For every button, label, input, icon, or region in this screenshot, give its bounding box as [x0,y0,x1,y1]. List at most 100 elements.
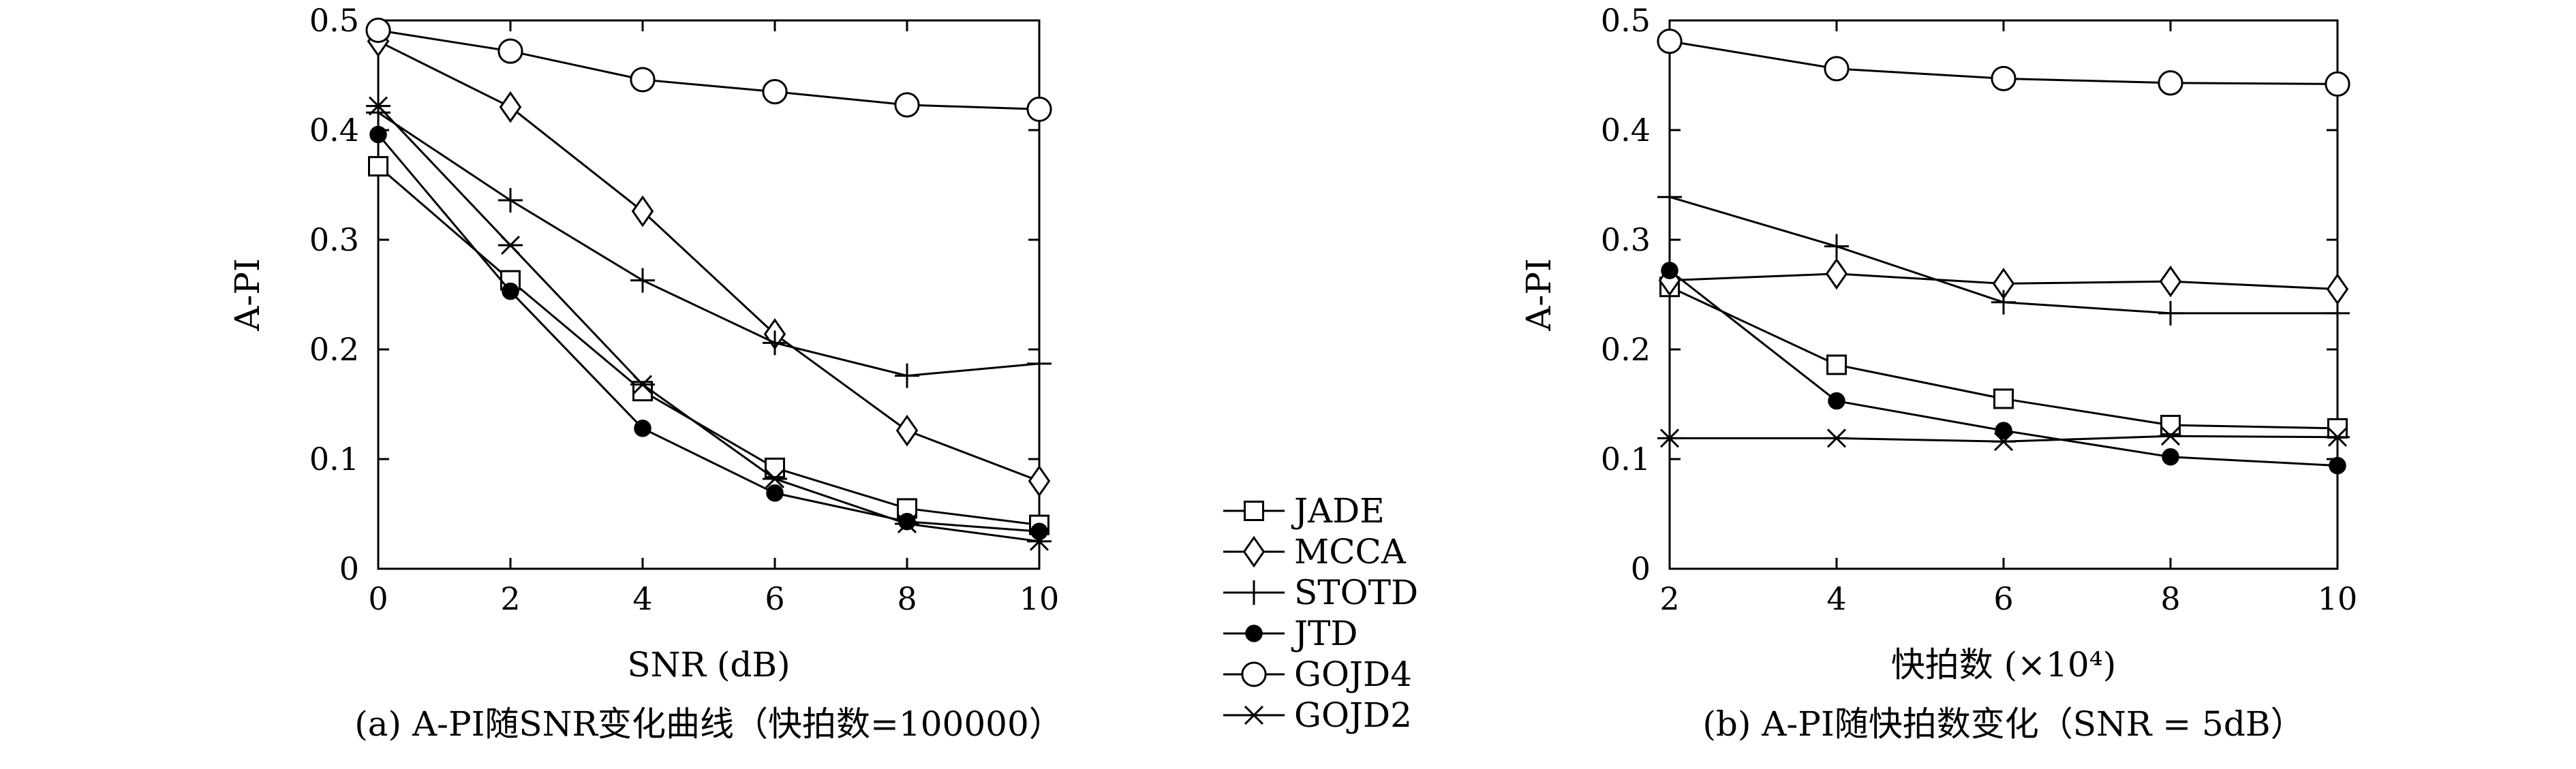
data-point [1657,28,1683,54]
x-tick-label: 8 [2160,580,2180,617]
x-tick-label: 8 [897,580,917,617]
data-point [365,17,391,44]
series-mcca [1658,257,2349,305]
data-point [1995,422,2012,439]
series-mcca [367,25,1051,497]
data-point [2158,300,2183,326]
data-point [1657,428,1682,448]
data-point [1991,289,2016,315]
series-gojd2 [1657,426,2350,452]
data-point [630,67,656,93]
data-point [502,282,519,300]
legend-entry: JADE [1223,491,1385,531]
series-line [377,105,1040,543]
legend-entry: STOTD [1223,573,1418,612]
x-tick-label: 10 [1019,580,1060,617]
data-point [2160,415,2181,436]
data-point [634,420,651,437]
x-tick-label: 2 [500,580,520,617]
data-point [1661,262,1678,279]
plot-frame [377,19,1041,570]
x-tick-label: 2 [1659,580,1679,617]
data-point [630,268,655,293]
legend-entry: JTD [1223,614,1358,653]
data-point [766,484,784,502]
data-point [366,100,390,125]
legend-marker [1242,705,1266,725]
data-point [1026,96,1052,123]
series-gojd4 [365,17,1052,123]
legend-label: JADE [1291,491,1385,531]
data-point [2327,418,2348,439]
data-point [499,91,522,123]
data-point [498,188,523,213]
series-gojd4 [1657,28,2350,97]
y-tick-label: 0.2 [309,331,359,368]
series-stotd [366,100,1052,388]
data-point [2325,427,2350,447]
data-point [1825,257,1848,290]
data-point [2158,426,2183,446]
data-point [895,363,919,388]
series-line [378,29,1040,110]
legend-marker [1241,661,1267,687]
legend-label: GOJD2 [1294,695,1412,735]
series-gojd2 [366,96,1052,551]
data-point [630,375,655,394]
x-tick-label: 4 [1826,580,1846,617]
x-axis-label: SNR (dB) [627,645,790,685]
x-tick-label: 4 [632,580,652,617]
x-tick-label: 6 [765,580,784,617]
data-point [497,38,523,64]
x-tick-label: 6 [1993,580,2013,617]
data-point [2325,300,2350,326]
legend-entry: GOJD4 [1223,655,1412,694]
legend-label: JTD [1291,614,1358,653]
chart-b: 2 4 6 8 10 0 0.1 0.2 0.3 0.4 0.5 快拍数 (×10⁴) A-PI (b) … [1519,2,2357,744]
data-point [894,92,920,118]
data-point [2162,448,2179,466]
y-tick-label: 0.4 [309,112,359,148]
y-tick-label: 0.2 [1601,331,1651,368]
legend-label: STOTD [1294,573,1418,612]
data-point [2159,265,2182,298]
data-point [763,330,787,356]
x-axis-label: 快拍数 (×10⁴) [1891,645,2116,685]
data-point [1824,428,1849,448]
data-point [1991,432,2016,452]
data-point [369,125,387,144]
data-point [1828,392,1845,410]
data-point [1993,388,2014,409]
legend-marker [1245,625,1263,642]
data-point [895,514,919,534]
y-tick-label: 0.5 [1601,2,1651,39]
y-tick-label: 0.1 [309,441,359,477]
y-tick-label: 0.4 [1601,112,1651,148]
data-point [2158,70,2183,96]
legend-marker [1244,501,1264,521]
data-point [1826,354,1847,375]
series-stotd [1657,185,2350,326]
chart-caption: (a) A-PI随SNR变化曲线（快拍数=100000） [354,704,1063,744]
data-point [2325,71,2350,97]
data-point [2329,456,2346,475]
data-point [1824,234,1849,259]
chart-caption: (b) A-PI随快拍数变化（SNR = 5dB） [1702,704,2304,744]
chart-a: 0 2 4 6 8 10 0 0.1 0.2 0.3 0.4 0.5 SNR (dB) A-PI (a) A… [228,2,1063,744]
series-jtd [1661,262,2346,475]
series-line [378,40,1040,482]
y-tick-label: 0 [339,550,359,587]
data-point [631,195,654,227]
data-point [1657,185,1682,210]
data-point [763,469,787,489]
y-tick-label: 0.3 [1601,221,1651,258]
y-tick-label: 0.3 [309,221,359,258]
data-point [762,79,788,105]
series-line [378,111,1040,377]
series-jade [368,156,1049,535]
data-point [1030,522,1048,541]
y-tick-label: 0.1 [1601,441,1651,477]
legend-entry: MCCA [1223,532,1407,571]
legend-label: MCCA [1294,532,1407,571]
